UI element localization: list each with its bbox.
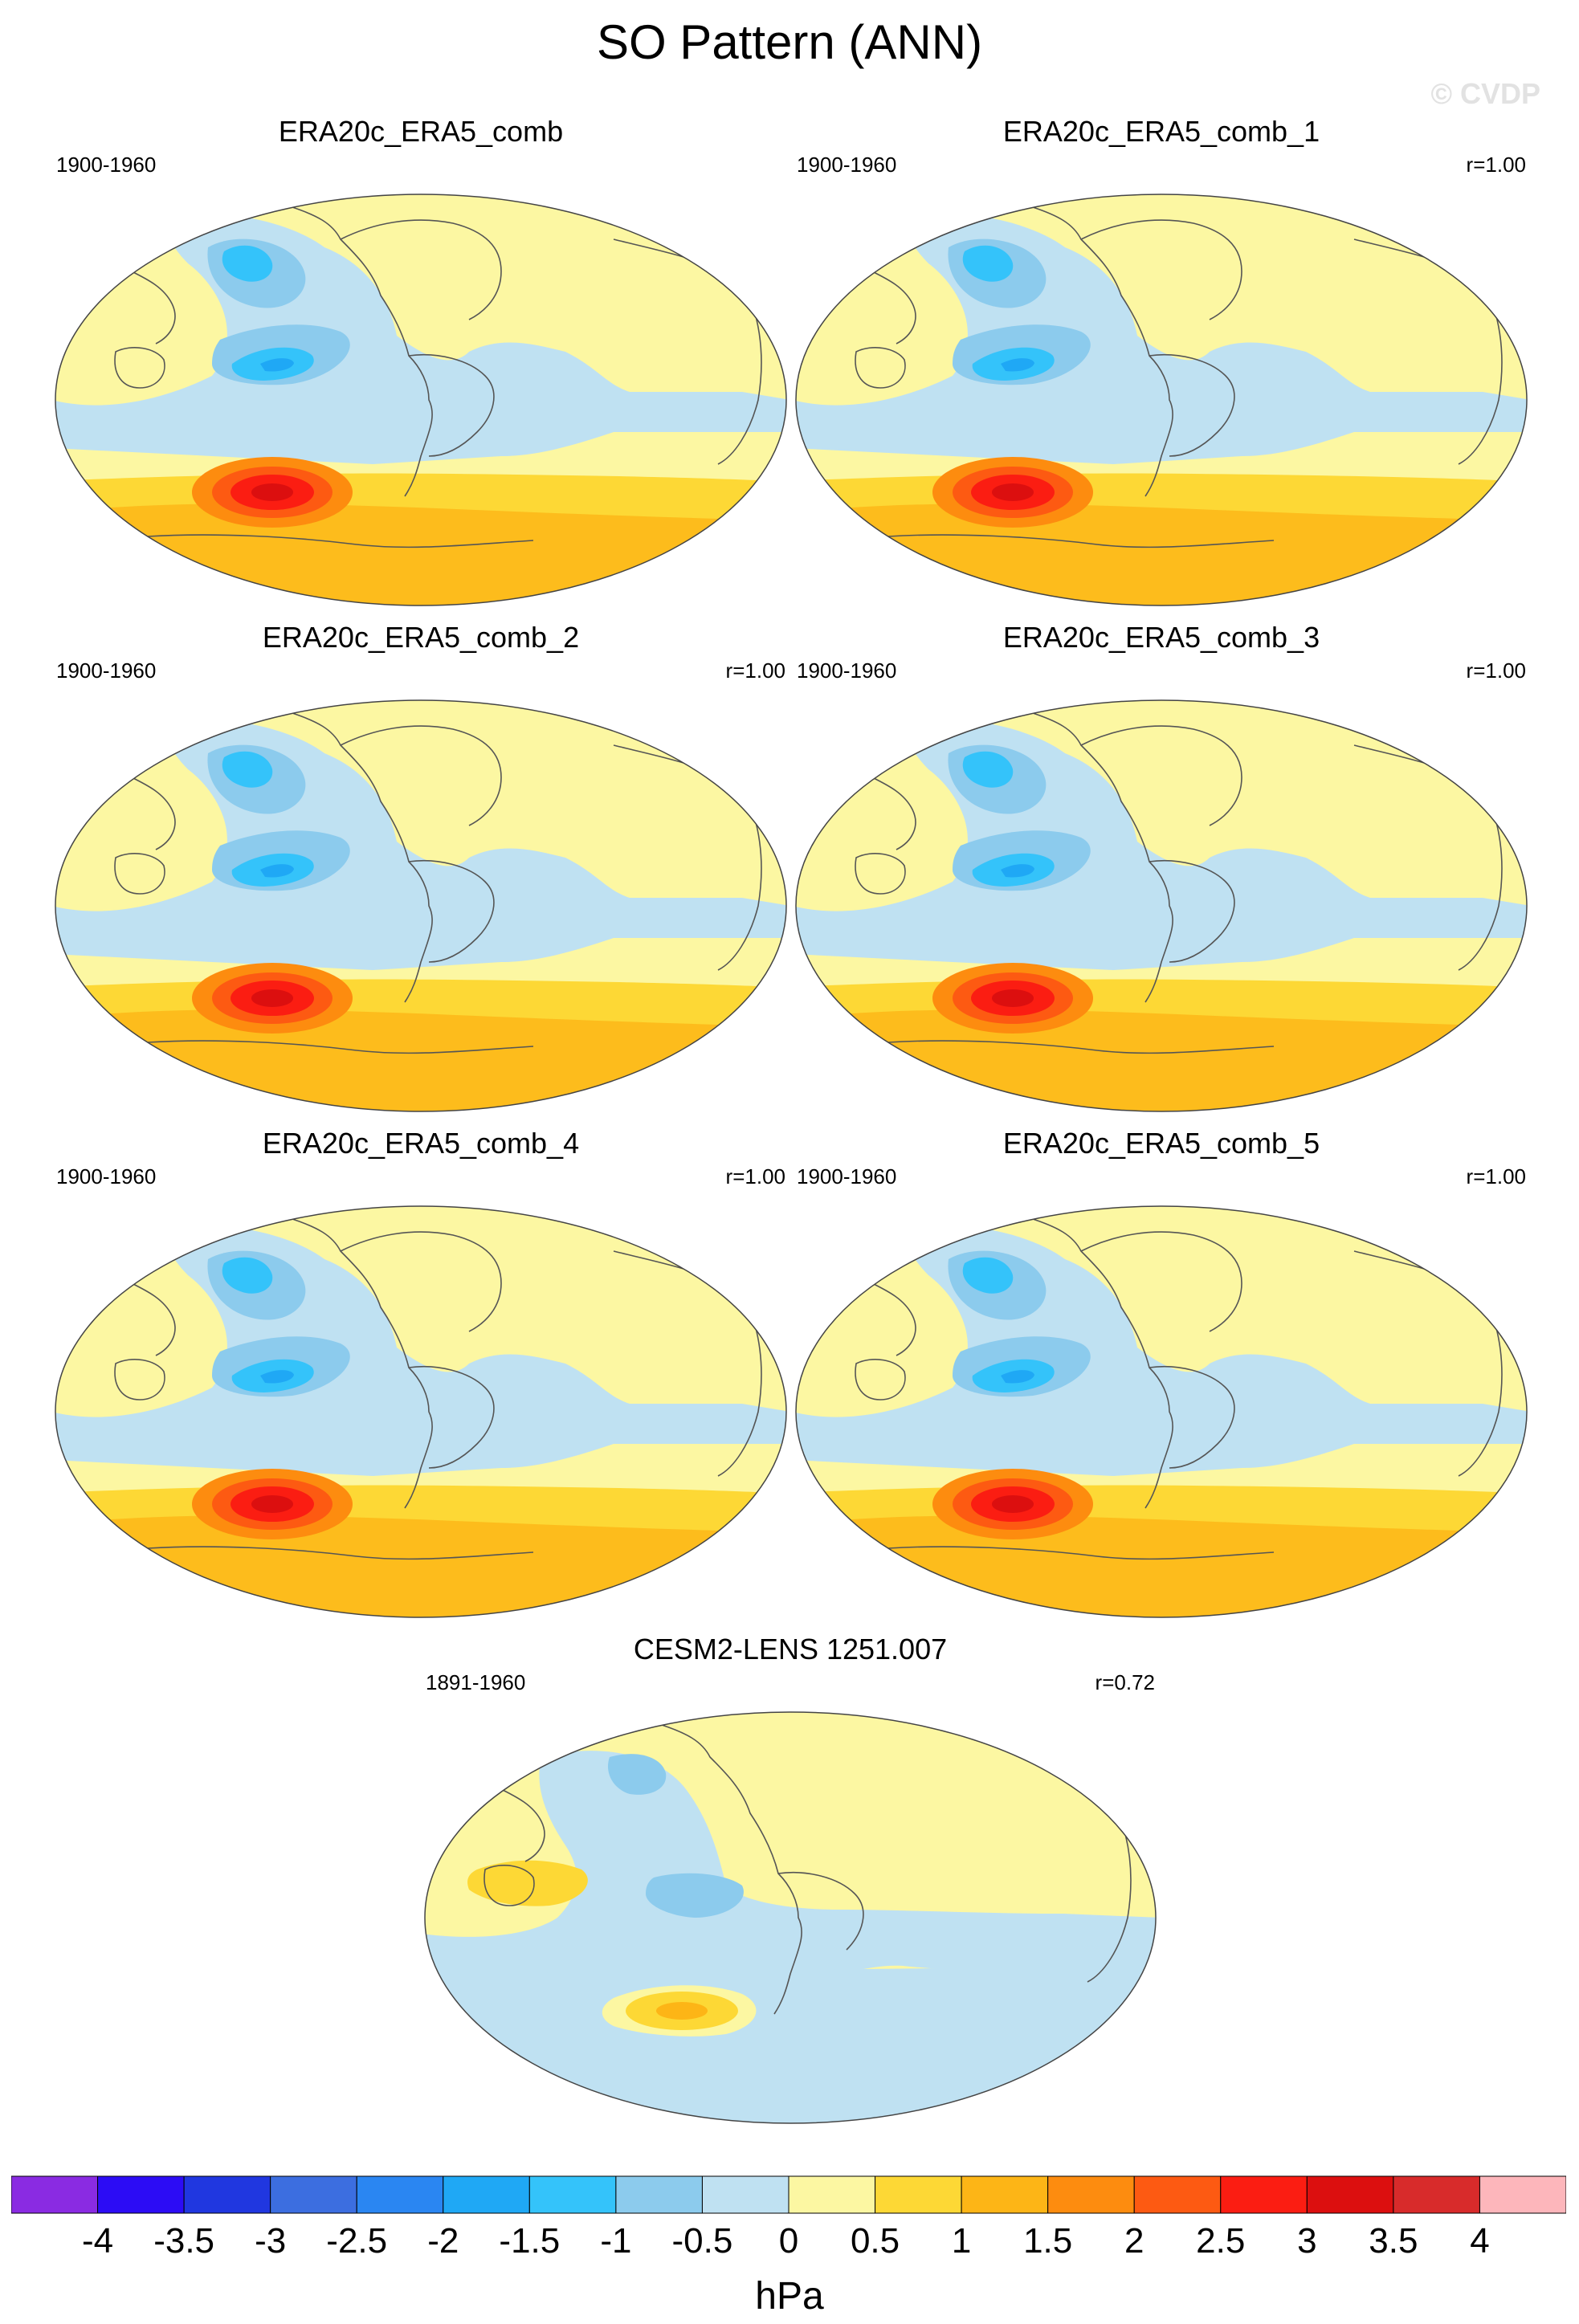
- cvdp-watermark: © CVDP: [1430, 77, 1540, 110]
- so-pattern-map: [51, 697, 790, 1115]
- colorbar-swatch: [97, 2175, 185, 2214]
- colorbar-tick-label: 4: [1470, 2221, 1490, 2261]
- colorbar: [11, 2175, 1566, 2214]
- colorbar-tick-label: -1: [600, 2221, 632, 2261]
- colorbar-swatch: [788, 2175, 876, 2214]
- colorbar-swatch: [11, 2175, 99, 2214]
- so-pattern-map: [51, 1203, 790, 1621]
- colorbar-tick-label: -2: [427, 2221, 459, 2261]
- map-panel-era20c-era5-comb-1: ERA20c_ERA5_comb_1 1900-1960 r=1.00: [792, 114, 1531, 612]
- colorbar-swatch: [183, 2175, 271, 2214]
- panel-title: ERA20c_ERA5_comb_5: [1002, 1127, 1320, 1160]
- colorbar-tick-label: 1: [951, 2221, 972, 2261]
- panel-title: ERA20c_ERA5_comb_1: [1002, 115, 1320, 148]
- colorbar-swatch: [1220, 2175, 1308, 2214]
- map-panel-era20c-era5-comb-2: ERA20c_ERA5_comb_2 1900-1960 r=1.00: [51, 620, 790, 1118]
- colorbar-swatch: [528, 2175, 617, 2214]
- panel-title: ERA20c_ERA5_comb_4: [262, 1127, 580, 1160]
- so-pattern-map: [792, 1203, 1531, 1621]
- colorbar-swatch: [1133, 2175, 1222, 2214]
- colorbar-swatch: [1479, 2175, 1566, 2214]
- so-pattern-map: [51, 191, 790, 609]
- colorbar-swatch: [1306, 2175, 1394, 2214]
- colorbar-swatch: [615, 2175, 703, 2214]
- panel-period: 1900-1960: [797, 1164, 897, 1189]
- colorbar-tick-label: 0: [778, 2221, 799, 2261]
- colorbar-tick-label: -4: [81, 2221, 114, 2261]
- panel-title: CESM2-LENS 1251.007: [633, 1633, 948, 1666]
- panel-correlation: r=1.00: [1466, 1164, 1526, 1189]
- panel-correlation: r=1.00: [725, 1164, 785, 1189]
- colorbar-tick-label: -1.5: [499, 2221, 561, 2261]
- colorbar-tick-label: 2.5: [1196, 2221, 1246, 2261]
- panel-title: ERA20c_ERA5_comb_3: [1002, 621, 1320, 654]
- colorbar-tick-label: 1.5: [1023, 2221, 1073, 2261]
- panel-period: 1900-1960: [56, 1164, 157, 1189]
- colorbar-tick-label: -3: [255, 2221, 287, 2261]
- panel-period: 1891-1960: [426, 1670, 526, 1694]
- panel-period: 1900-1960: [797, 153, 897, 177]
- map-panel-era20c-era5-comb: ERA20c_ERA5_comb 1900-1960: [51, 114, 790, 612]
- colorbar-swatch: [961, 2175, 1049, 2214]
- colorbar-swatch: [270, 2175, 357, 2214]
- panel-period: 1900-1960: [56, 153, 157, 177]
- so-pattern-map: [792, 191, 1531, 609]
- figure-title: SO Pattern (ANN): [596, 15, 983, 69]
- colorbar-swatch: [443, 2175, 530, 2214]
- colorbar-swatch: [701, 2175, 790, 2214]
- so-pattern-map: [792, 697, 1531, 1115]
- map-panel-era20c-era5-comb-5: ERA20c_ERA5_comb_5 1900-1960 r=1.00: [792, 1126, 1531, 1624]
- colorbar-tick-label: -2.5: [326, 2221, 388, 2261]
- colorbar-swatch: [1047, 2175, 1135, 2214]
- panel-title: ERA20c_ERA5_comb: [278, 115, 564, 148]
- map-panel-era20c-era5-comb-4: ERA20c_ERA5_comb_4 1900-1960 r=1.00: [51, 1126, 790, 1624]
- colorbar-tick-label: 3: [1297, 2221, 1317, 2261]
- colorbar-tick-label: 0.5: [850, 2221, 900, 2261]
- colorbar-tick-label: -3.5: [153, 2221, 215, 2261]
- panel-correlation: r=1.00: [1466, 153, 1526, 177]
- panel-period: 1900-1960: [56, 658, 157, 683]
- so-pattern-map: [421, 1709, 1160, 2126]
- map-panel-era20c-era5-comb-3: ERA20c_ERA5_comb_3 1900-1960 r=1.00: [792, 620, 1531, 1118]
- map-panel-cesm2-lens: CESM2-LENS 1251.007 1891-1960 r=0.72: [421, 1632, 1160, 2130]
- panel-correlation: r=1.00: [1466, 658, 1526, 683]
- colorbar-swatch: [356, 2175, 444, 2214]
- panel-period: 1900-1960: [797, 658, 897, 683]
- colorbar-tick-label: -0.5: [671, 2221, 733, 2261]
- colorbar-tick-label: 3.5: [1369, 2221, 1418, 2261]
- colorbar-tick-label: 2: [1124, 2221, 1144, 2261]
- colorbar-units: hPa: [755, 2275, 824, 2318]
- colorbar-swatch: [1393, 2175, 1480, 2214]
- panel-correlation: r=1.00: [725, 658, 785, 683]
- panel-title: ERA20c_ERA5_comb_2: [262, 621, 580, 654]
- panel-correlation: r=0.72: [1095, 1670, 1155, 1694]
- colorbar-swatch: [875, 2175, 962, 2214]
